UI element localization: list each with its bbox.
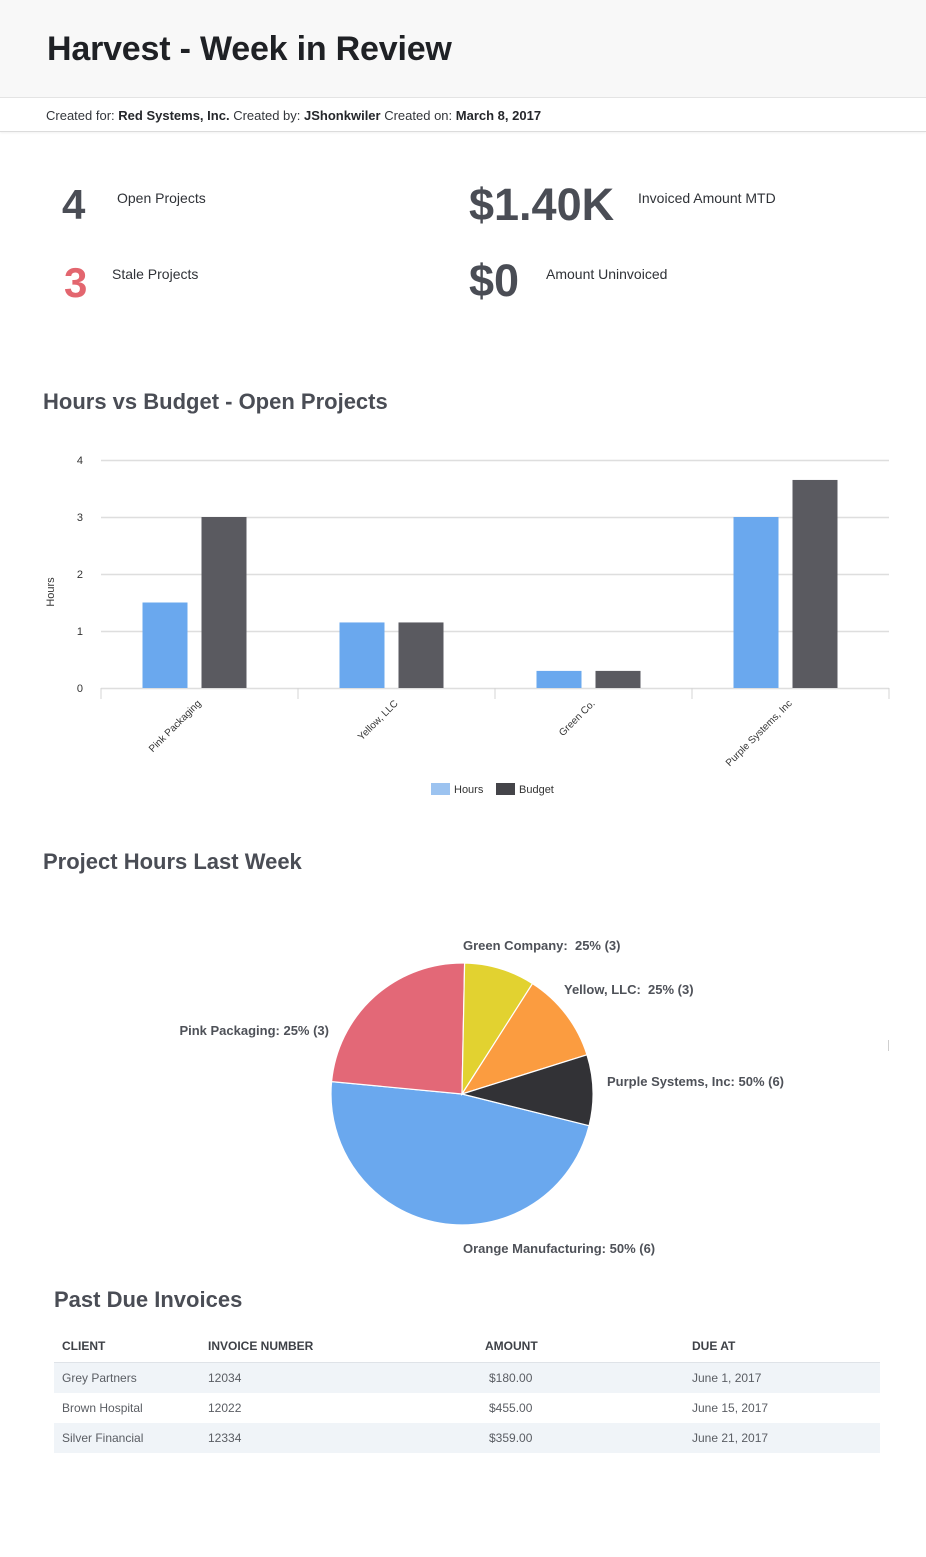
page-title: Harvest - Week in Review bbox=[47, 30, 452, 68]
bar-budget bbox=[792, 479, 838, 688]
legend-label: Budget bbox=[519, 784, 554, 796]
bar-hours bbox=[536, 670, 582, 688]
created-for-label: Created for: bbox=[46, 108, 115, 123]
project-hours-title: Project Hours Last Week bbox=[43, 849, 302, 874]
pie-slice-purple-systems-inc bbox=[459, 1054, 594, 1127]
report-meta: Created for: Red Systems, Inc. Created b… bbox=[46, 108, 541, 123]
pie-label: Purple Systems, Inc: 50% (6) bbox=[607, 1074, 784, 1089]
past-due-invoices-table: CLIENT INVOICE NUMBER AMOUNT DUE AT Grey… bbox=[54, 1330, 880, 1453]
created-by-value: JShonkwiler bbox=[304, 108, 381, 123]
report-meta-bar: Created for: Red Systems, Inc. Created b… bbox=[0, 98, 926, 132]
x-tick-label: Yellow, LLC bbox=[356, 698, 400, 742]
column-header-amount: AMOUNT bbox=[485, 1339, 538, 1353]
x-tick-label: Green Co. bbox=[557, 698, 597, 738]
column-header-client: CLIENT bbox=[62, 1339, 106, 1353]
pie-slice-yellow-llc bbox=[460, 982, 588, 1096]
pie-slice-pink-packaging bbox=[330, 962, 466, 1095]
hours-vs-budget-title: Hours vs Budget - Open Projects bbox=[43, 389, 388, 414]
bar-hours bbox=[339, 622, 385, 688]
pie-labels: Orange Manufacturing: 50% (6) Pink Packag… bbox=[179, 938, 784, 1256]
stale-projects-count: 3 bbox=[64, 259, 88, 306]
due-at-cell: June 15, 2017 bbox=[692, 1401, 769, 1415]
pie-slice-orange-manufacturing bbox=[330, 1080, 590, 1226]
bar-chart-legend: Hours Budget bbox=[431, 783, 554, 796]
created-by-label: Created by: bbox=[233, 108, 301, 123]
due-at-cell: June 1, 2017 bbox=[684, 1362, 880, 1393]
table-row: Silver Financial 12334 $359.00 June 21, … bbox=[54, 1423, 880, 1453]
bar-budget bbox=[201, 517, 247, 688]
column-header-due-at: DUE AT bbox=[692, 1339, 736, 1353]
stale-projects-label: Stale Projects bbox=[112, 266, 199, 282]
invoice-number-cell: 12334 bbox=[208, 1431, 242, 1445]
invoice-number-cell: 12034 bbox=[200, 1362, 477, 1393]
legend-swatch bbox=[431, 783, 450, 795]
bar-budget bbox=[595, 670, 641, 688]
open-projects-count: 4 bbox=[62, 181, 86, 228]
y-tick-label: 0 bbox=[77, 683, 83, 695]
bar-budget bbox=[398, 622, 444, 688]
y-tick-label: 4 bbox=[77, 455, 83, 467]
amount-cell: $180.00 bbox=[477, 1362, 684, 1393]
amount-cell: $359.00 bbox=[489, 1431, 533, 1445]
y-axis-label: Hours bbox=[45, 577, 57, 607]
x-tick-label: Pink Packaging bbox=[147, 698, 204, 755]
uninvoiced-amount-value: $0 bbox=[469, 255, 520, 306]
x-tick-label: Purple Systems, Inc bbox=[724, 698, 795, 769]
invoiced-amount-value: $1.40K bbox=[469, 179, 615, 230]
report-header: Harvest - Week in Review bbox=[0, 0, 926, 98]
client-cell: Grey Partners bbox=[54, 1362, 200, 1393]
bar-chart-bars bbox=[142, 479, 838, 688]
past-due-title: Past Due Invoices bbox=[54, 1287, 243, 1312]
bar-hours bbox=[733, 517, 779, 688]
created-for-value: Red Systems, Inc. bbox=[118, 108, 230, 123]
column-header-invoice-number: INVOICE NUMBER bbox=[208, 1339, 314, 1353]
created-on-value: March 8, 2017 bbox=[455, 108, 542, 123]
open-projects-label: Open Projects bbox=[117, 190, 206, 206]
pie-label: Yellow, LLC: 25% (3) bbox=[564, 982, 694, 997]
client-cell: Silver Financial bbox=[62, 1431, 144, 1445]
bar-hours bbox=[142, 602, 188, 688]
uninvoiced-amount-label: Amount Uninvoiced bbox=[546, 266, 668, 282]
amount-cell: $455.00 bbox=[489, 1401, 533, 1415]
created-on-label: Created on: bbox=[384, 108, 453, 123]
y-tick-label: 2 bbox=[77, 569, 83, 581]
invoice-number-cell: 12022 bbox=[208, 1401, 242, 1415]
pie-label: Green Company: 25% (3) bbox=[463, 938, 621, 953]
table-header-row: CLIENT INVOICE NUMBER AMOUNT DUE AT bbox=[54, 1330, 880, 1363]
client-cell: Brown Hospital bbox=[62, 1401, 143, 1415]
table-row: Grey Partners 12034 $180.00 June 1, 2017 bbox=[54, 1362, 880, 1393]
pie-slices bbox=[330, 962, 594, 1226]
y-tick-label: 3 bbox=[77, 512, 83, 524]
legend-swatch bbox=[496, 783, 515, 795]
project-hours-pie-chart: Orange Manufacturing: 50% (6) Pink Packag… bbox=[179, 938, 889, 1256]
hours-vs-budget-chart: 0 1 2 3 4 Hours Pink Packaging Yellow, LLC Green… bbox=[45, 455, 890, 796]
due-at-cell: June 21, 2017 bbox=[692, 1431, 769, 1445]
y-tick-label: 1 bbox=[77, 626, 83, 638]
table-row: Brown Hospital 12022 $455.00 June 15, 20… bbox=[54, 1393, 880, 1423]
pie-label: Pink Packaging: 25% (3) bbox=[179, 1023, 329, 1038]
invoiced-amount-label: Invoiced Amount MTD bbox=[638, 190, 776, 206]
legend-label: Hours bbox=[454, 784, 484, 796]
pie-label: Orange Manufacturing: 50% (6) bbox=[463, 1241, 655, 1256]
